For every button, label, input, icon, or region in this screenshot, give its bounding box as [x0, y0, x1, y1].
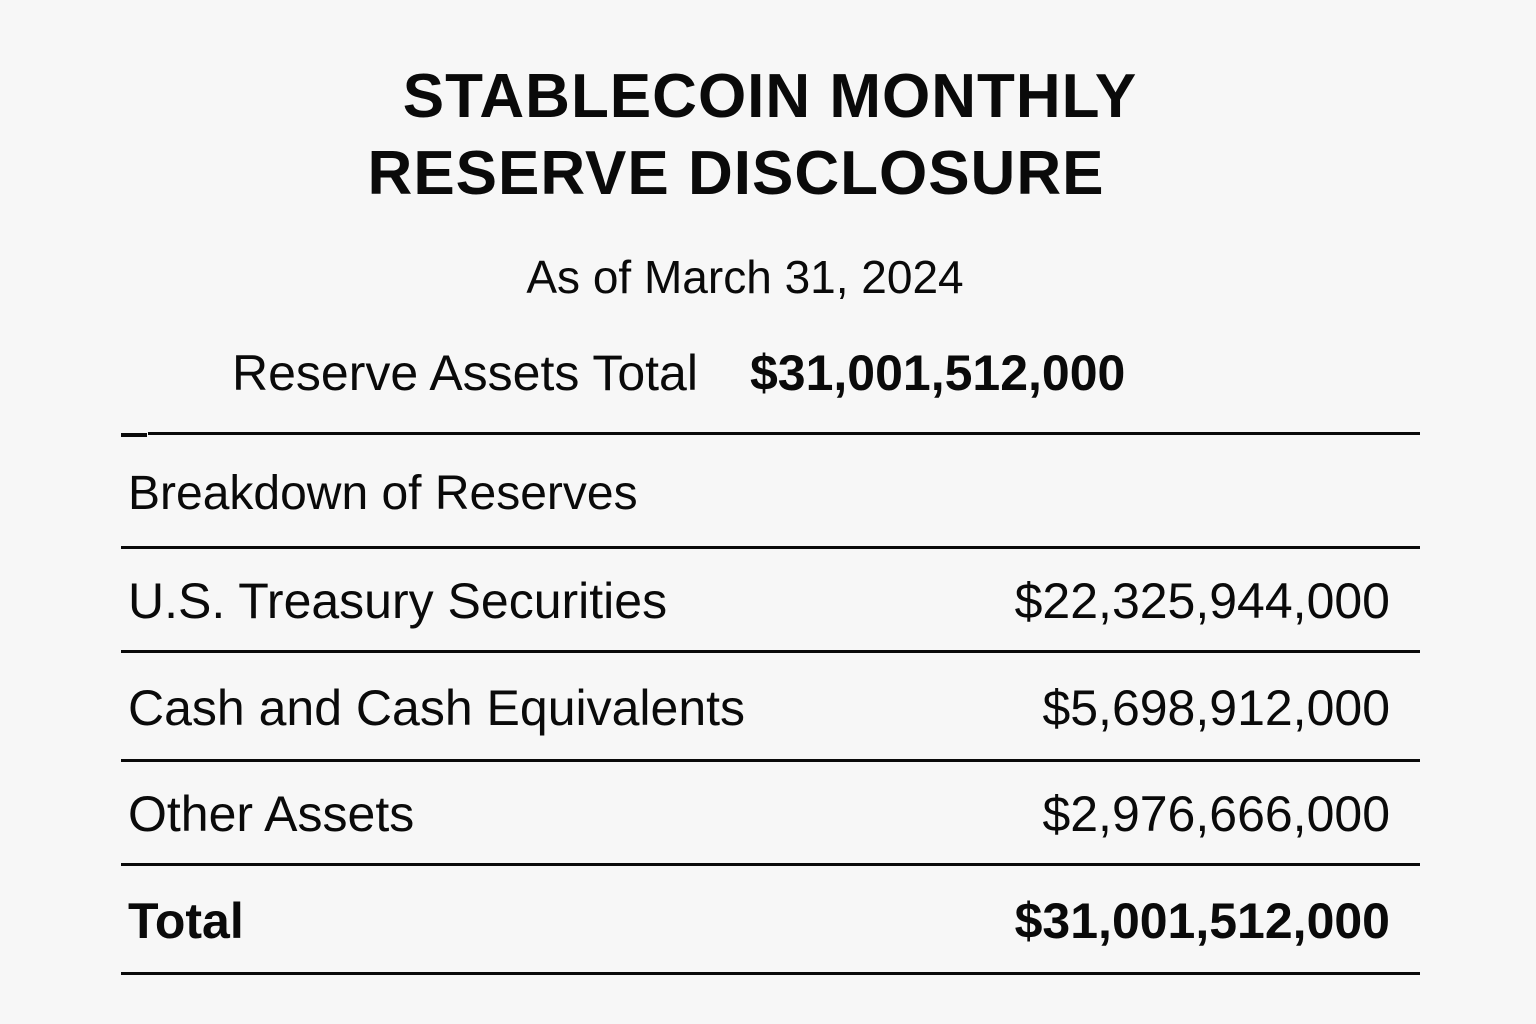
divider — [121, 863, 1420, 866]
row-label: U.S. Treasury Securities — [128, 573, 668, 629]
table-row-other-assets: Other Assets $2,976,666,000 — [128, 786, 1390, 842]
row-value: $22,325,944,000 — [1014, 573, 1390, 629]
breakdown-heading: Breakdown of Reserves — [128, 467, 638, 520]
row-value: $5,698,912,000 — [1042, 680, 1390, 736]
divider — [121, 546, 1420, 549]
as-of-date: As of March 31, 2024 — [526, 251, 964, 303]
table-row-cash: Cash and Cash Equivalents $5,698,912,000 — [128, 680, 1390, 736]
total-value: $31,001,512,000 — [1014, 893, 1390, 949]
row-value: $2,976,666,000 — [1042, 786, 1390, 842]
table-row-treasury: U.S. Treasury Securities $22,325,944,000 — [128, 573, 1390, 629]
table-row-total: Total $31,001,512,000 — [128, 893, 1390, 949]
summary-value: $31,001,512,000 — [749, 345, 1126, 401]
divider — [148, 432, 1420, 435]
row-label: Other Assets — [128, 786, 415, 842]
title-line-1: STABLECOIN MONTHLY — [402, 62, 1138, 131]
total-label: Total — [128, 893, 244, 949]
divider — [121, 972, 1420, 975]
row-label: Cash and Cash Equivalents — [128, 680, 746, 736]
divider-tick — [121, 433, 147, 437]
title-line-2: RESERVE DISCLOSURE — [367, 139, 1105, 208]
divider — [121, 759, 1420, 762]
divider — [121, 650, 1420, 653]
summary-label: Reserve Assets Total — [232, 345, 698, 401]
reserve-assets-summary: Reserve Assets Total $31,001,512,000 — [232, 348, 1125, 398]
